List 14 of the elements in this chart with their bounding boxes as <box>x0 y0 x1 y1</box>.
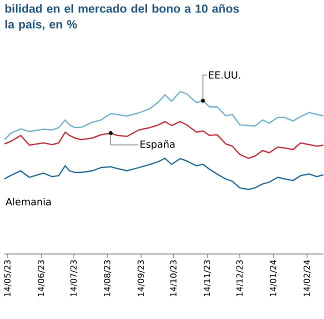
text: EE.UU. <box>209 71 240 79</box>
x-tick-label: 14/08/23 <box>104 260 111 296</box>
x-tick-label: 14/07/23 <box>70 260 78 296</box>
x-tick-label: 14/12/23 <box>236 260 244 296</box>
chart-title: bilidad en el mercado del bono a 10 años la país, en % <box>5 4 239 31</box>
x-tick-label: 14/05/23 <box>4 260 12 296</box>
series-label: España <box>140 140 174 150</box>
x-tick-label: 14/02/24 <box>304 260 311 296</box>
x-tick-label: 14/10/23 <box>170 260 178 296</box>
series-label: Alemania <box>6 198 51 206</box>
x-tick-label: 14/01/24 <box>270 260 277 296</box>
x-tick-label: 14/09/23 <box>138 260 145 296</box>
x-tick-label: 14/06/23 <box>38 260 45 296</box>
x-tick-label: 14/11/23 <box>204 260 211 296</box>
